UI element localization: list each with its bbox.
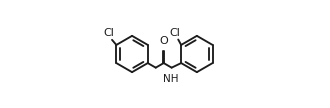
Text: NH: NH bbox=[163, 74, 179, 84]
Text: Cl: Cl bbox=[170, 28, 181, 38]
Text: O: O bbox=[159, 36, 168, 46]
Text: Cl: Cl bbox=[103, 28, 114, 38]
